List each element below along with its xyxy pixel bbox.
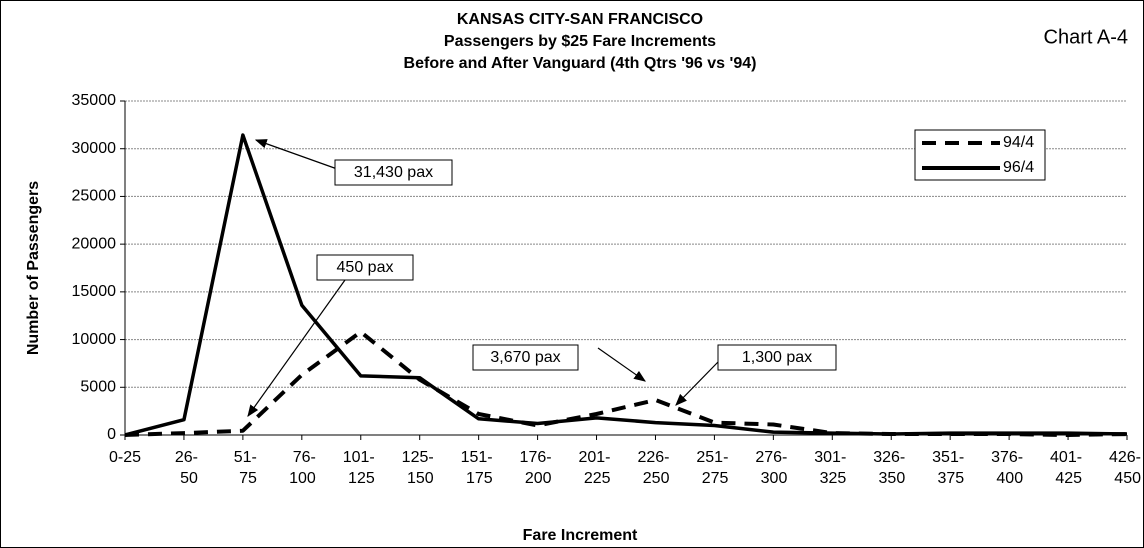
x-tick-label: 176-200 xyxy=(519,449,552,487)
y-tick-label: 15000 xyxy=(72,283,117,300)
x-tick-label: 351-375 xyxy=(932,449,965,487)
y-tick-label: 25000 xyxy=(72,188,117,205)
annotation-box xyxy=(334,159,453,186)
x-tick-label: 226-250 xyxy=(637,449,670,487)
x-tick-label: 401-425 xyxy=(1050,449,1083,487)
annotation-arrow xyxy=(597,347,646,382)
annotation: 1,300 pax xyxy=(742,349,812,366)
annotation: 3,670 pax xyxy=(490,349,560,366)
y-tick-label: 10000 xyxy=(72,331,117,348)
annotation-arrow xyxy=(247,279,346,417)
legend-box xyxy=(914,129,1046,181)
x-tick-label: 276-300 xyxy=(755,449,788,487)
chart-label: Chart A-4 xyxy=(1044,26,1128,48)
y-tick-label: 35000 xyxy=(72,92,117,109)
x-tick-label: 125-150 xyxy=(401,449,434,487)
x-tick-label: 426-450 xyxy=(1108,449,1141,487)
x-tick-label: 76-100 xyxy=(289,449,316,487)
y-tick-label: 0 xyxy=(107,426,116,443)
x-tick-label: 326-350 xyxy=(873,449,906,487)
annotation-arrow xyxy=(675,361,719,406)
x-tick-label: 151-175 xyxy=(460,449,493,487)
legend-label: 94/4 xyxy=(1003,134,1034,151)
x-tick-label: 51-75 xyxy=(233,449,257,487)
annotation-arrow xyxy=(254,139,341,171)
legend-label: 96/4 xyxy=(1003,159,1034,176)
chart-title: Before and After Vanguard (4th Qtrs '96 … xyxy=(404,55,757,72)
annotation-box xyxy=(316,254,414,281)
annotation-box xyxy=(717,344,837,371)
x-tick-label: 0-25 xyxy=(108,449,141,466)
x-tick-label: 26-50 xyxy=(174,449,198,487)
x-tick-label: 201-225 xyxy=(578,449,611,487)
chart-title: Passengers by $25 Fare Increments xyxy=(444,33,716,50)
y-tick-label: 30000 xyxy=(72,140,117,157)
x-tick-label: 101-125 xyxy=(342,449,375,487)
x-tick-label: 251-275 xyxy=(696,449,729,487)
y-tick-label: 5000 xyxy=(80,379,116,396)
x-tick-label: 301-325 xyxy=(814,449,847,487)
annotation-box xyxy=(472,344,579,371)
annotation: 31,430 pax xyxy=(354,164,433,181)
y-axis-title: Number of Passengers xyxy=(25,181,42,355)
series-line xyxy=(124,133,1128,437)
y-tick-label: 20000 xyxy=(72,235,117,252)
chart-title: KANSAS CITY-SAN FRANCISCO xyxy=(457,11,703,28)
x-axis-title: Fare Increment xyxy=(523,527,638,544)
annotation: 450 pax xyxy=(337,259,394,276)
x-tick-label: 376-400 xyxy=(991,449,1024,487)
